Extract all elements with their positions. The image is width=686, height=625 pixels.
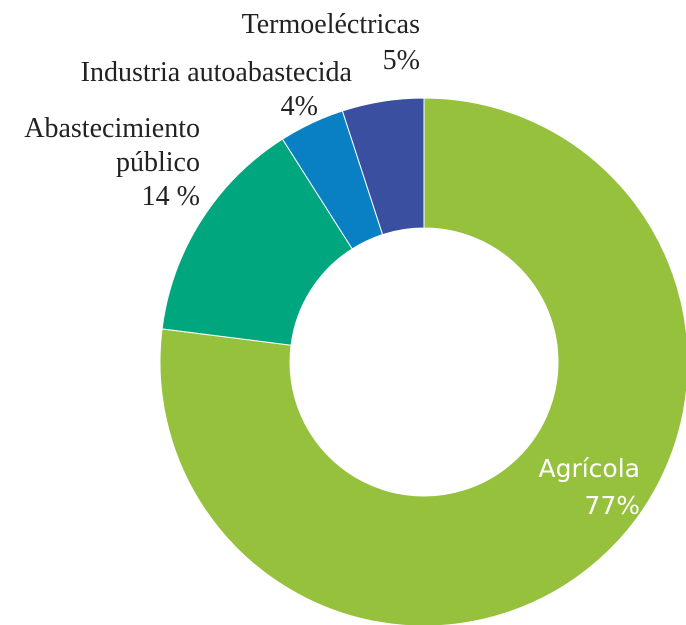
slice-label: Agrícola <box>538 454 640 483</box>
value-label: 14 % <box>141 181 200 212</box>
slice-label: Industria autoabastecida <box>80 57 352 88</box>
value-label: 4% <box>280 91 318 122</box>
donut-slice <box>341 97 425 236</box>
value-label: 77% <box>584 491 640 520</box>
slice-label: Termoeléctricas <box>241 9 420 40</box>
slice-label: Abastecimiento público <box>24 113 200 178</box>
value-label: 5% <box>382 45 420 76</box>
donut-slice <box>159 97 686 625</box>
donut-slice <box>161 138 353 346</box>
